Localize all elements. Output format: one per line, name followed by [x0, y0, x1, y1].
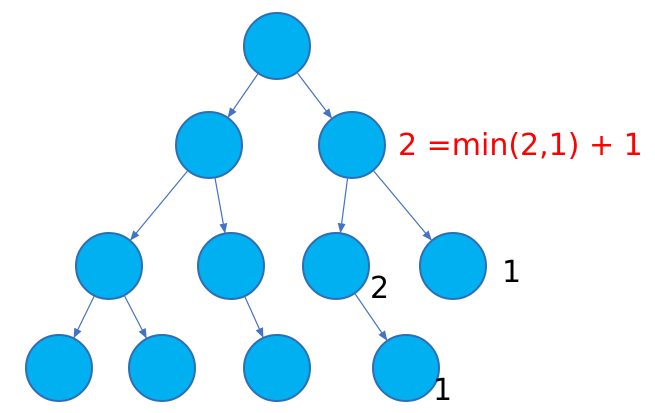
edge-n1-n2: [227, 73, 259, 118]
tree-nodes: [25, 12, 487, 402]
edge-n2-n4: [130, 170, 188, 241]
tree-node-n8: [25, 334, 93, 402]
tree-node-n1: [243, 12, 311, 80]
edge-n2-n5: [214, 178, 228, 234]
tree-node-n10: [243, 334, 311, 402]
tree-node-n9: [128, 334, 196, 402]
min-depth-formula: 2 =min(2,1) + 1: [398, 128, 643, 163]
left-child-depth-label: 2: [370, 271, 390, 306]
tree-node-n3: [318, 111, 386, 179]
edge-n5-n10: [244, 296, 264, 338]
tree-node-n4: [75, 232, 143, 300]
edge-n4-n9: [124, 295, 147, 339]
edge-n3-n7: [373, 170, 432, 241]
tree-edges: [73, 72, 432, 341]
tree-node-n7: [419, 232, 487, 300]
tree-node-n6: [302, 232, 370, 300]
tree-node-n5: [197, 232, 265, 300]
edge-n4-n8: [73, 296, 95, 339]
leaf-depth-label: 1: [433, 373, 453, 408]
tree-node-n11: [372, 334, 440, 402]
edge-n1-n3: [297, 72, 333, 119]
edge-n6-n11: [354, 293, 388, 341]
edge-n3-n6: [337, 178, 349, 234]
tree-node-n2: [175, 111, 243, 179]
right-child-depth-label: 1: [502, 255, 522, 290]
